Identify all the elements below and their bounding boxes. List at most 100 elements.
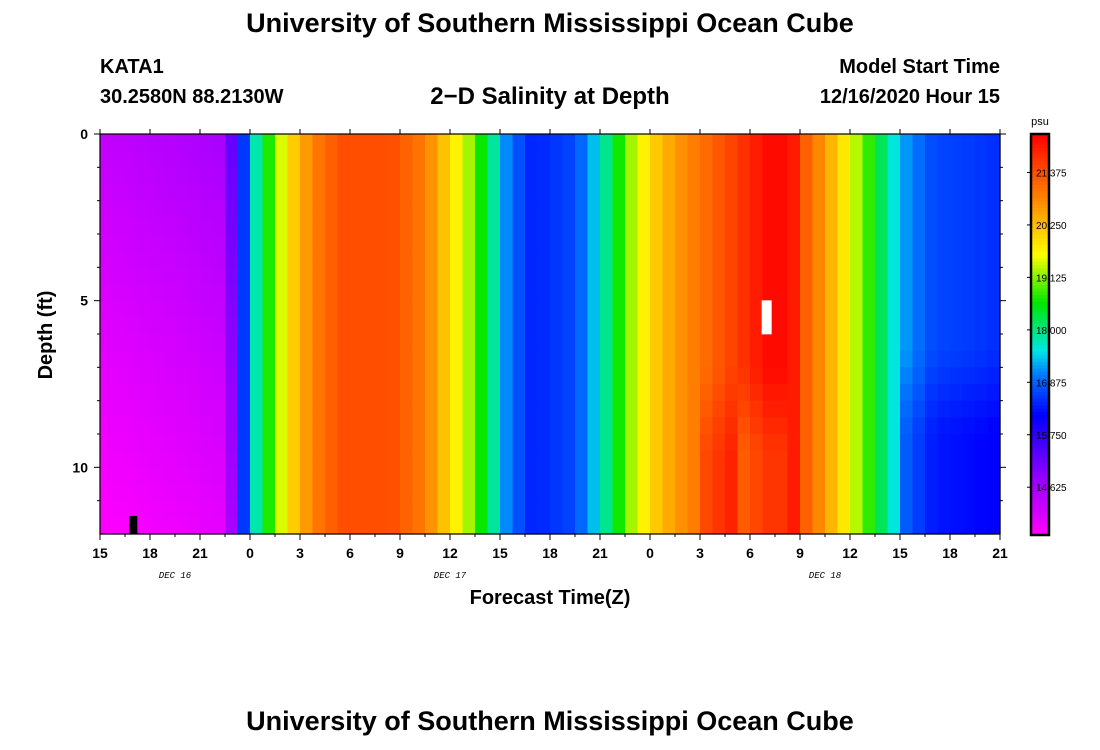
- heatmap-cell: [225, 484, 239, 502]
- heatmap-cell: [987, 367, 1001, 385]
- heatmap-cell: [975, 434, 989, 452]
- heatmap-cell: [862, 400, 876, 418]
- station-id: KATA1: [100, 56, 164, 78]
- heatmap-cell: [825, 467, 839, 485]
- heatmap-cell: [637, 434, 651, 452]
- heatmap-cell: [800, 300, 814, 318]
- heatmap-cell: [287, 384, 301, 402]
- heatmap-cell: [825, 200, 839, 218]
- colorbar-step: [1031, 361, 1049, 366]
- heatmap-cell: [237, 284, 251, 302]
- heatmap-cell: [125, 184, 139, 202]
- heatmap-cell: [275, 400, 289, 418]
- colorbar-step: [1031, 240, 1049, 245]
- colorbar-step: [1031, 234, 1049, 239]
- heatmap-cell: [162, 400, 176, 418]
- heatmap-cell: [237, 317, 251, 335]
- heatmap-cell: [700, 184, 714, 202]
- heatmap-cell: [237, 434, 251, 452]
- heatmap-cell: [600, 317, 614, 335]
- heatmap-cell: [337, 334, 351, 352]
- heatmap-cell: [100, 234, 114, 252]
- heatmap-cell: [212, 234, 226, 252]
- heatmap-cell: [975, 250, 989, 268]
- heatmap-cell: [325, 484, 339, 502]
- heatmap-cell: [387, 400, 401, 418]
- heatmap-cell: [600, 367, 614, 385]
- heatmap-cell: [975, 217, 989, 235]
- heatmap-cell: [550, 350, 564, 368]
- heatmap-cell: [787, 500, 801, 518]
- heatmap-cell: [225, 367, 239, 385]
- heatmap-cell: [425, 284, 439, 302]
- heatmap-cell: [562, 317, 576, 335]
- heatmap-cell: [175, 334, 189, 352]
- heatmap-cell: [450, 334, 464, 352]
- heatmap-cell: [287, 217, 301, 235]
- heatmap-cell: [725, 134, 739, 152]
- heatmap-cell: [562, 500, 576, 518]
- heatmap-cell: [850, 350, 864, 368]
- heatmap-cell: [537, 184, 551, 202]
- colorbar-step: [1031, 144, 1049, 148]
- heatmap-cell: [562, 367, 576, 385]
- heatmap-cell: [300, 200, 314, 218]
- heatmap-cell: [112, 317, 126, 335]
- heatmap-cell: [950, 417, 964, 435]
- heatmap-cell: [425, 200, 439, 218]
- heatmap-cell: [762, 450, 776, 468]
- heatmap-cell: [262, 217, 276, 235]
- heatmap-cell: [262, 250, 276, 268]
- heatmap-cell: [812, 417, 826, 435]
- heatmap-cell: [212, 200, 226, 218]
- heatmap-cell: [875, 434, 889, 452]
- heatmap-cell: [187, 250, 201, 268]
- heatmap-cell: [225, 384, 239, 402]
- heatmap-cell: [537, 134, 551, 152]
- heatmap-cell: [700, 500, 714, 518]
- heatmap-cell: [512, 467, 526, 485]
- heatmap-cell: [525, 417, 539, 435]
- heatmap-cell: [212, 484, 226, 502]
- heatmap-cell: [962, 450, 976, 468]
- heatmap-cell: [150, 467, 164, 485]
- heatmap-cell: [675, 267, 689, 285]
- heatmap-cell: [250, 184, 264, 202]
- heatmap-cell: [125, 200, 139, 218]
- heatmap-cell: [387, 484, 401, 502]
- heatmap-cell: [700, 384, 714, 402]
- heatmap-cell: [837, 217, 851, 235]
- heatmap-cell: [150, 267, 164, 285]
- heatmap-cell: [725, 150, 739, 168]
- heatmap-cell: [187, 384, 201, 402]
- heatmap-cell: [687, 467, 701, 485]
- heatmap-cell: [162, 450, 176, 468]
- heatmap-cell: [275, 167, 289, 185]
- heatmap-cell: [350, 134, 364, 152]
- heatmap-cell: [700, 217, 714, 235]
- heatmap-cell: [150, 184, 164, 202]
- heatmap-cell: [962, 217, 976, 235]
- heatmap-cell: [862, 217, 876, 235]
- heatmap-cell: [712, 184, 726, 202]
- heatmap-cell: [937, 334, 951, 352]
- heatmap-cell: [475, 467, 489, 485]
- heatmap-cell: [712, 400, 726, 418]
- heatmap-cell: [287, 334, 301, 352]
- heatmap-cell: [437, 384, 451, 402]
- heatmap-cell: [600, 450, 614, 468]
- heatmap-cell: [787, 484, 801, 502]
- heatmap-cell: [550, 500, 564, 518]
- heatmap-cell: [587, 184, 601, 202]
- heatmap-cell: [650, 284, 664, 302]
- heatmap-cell: [100, 134, 114, 152]
- heatmap-cell: [362, 250, 376, 268]
- heatmap-cell: [250, 334, 264, 352]
- colorbar-step: [1031, 174, 1049, 179]
- heatmap-cell: [250, 317, 264, 335]
- heatmap-cell: [575, 284, 589, 302]
- heatmap-cell: [350, 367, 364, 385]
- colorbar-step: [1031, 317, 1049, 322]
- heatmap-cell: [737, 417, 751, 435]
- heatmap-cell: [862, 317, 876, 335]
